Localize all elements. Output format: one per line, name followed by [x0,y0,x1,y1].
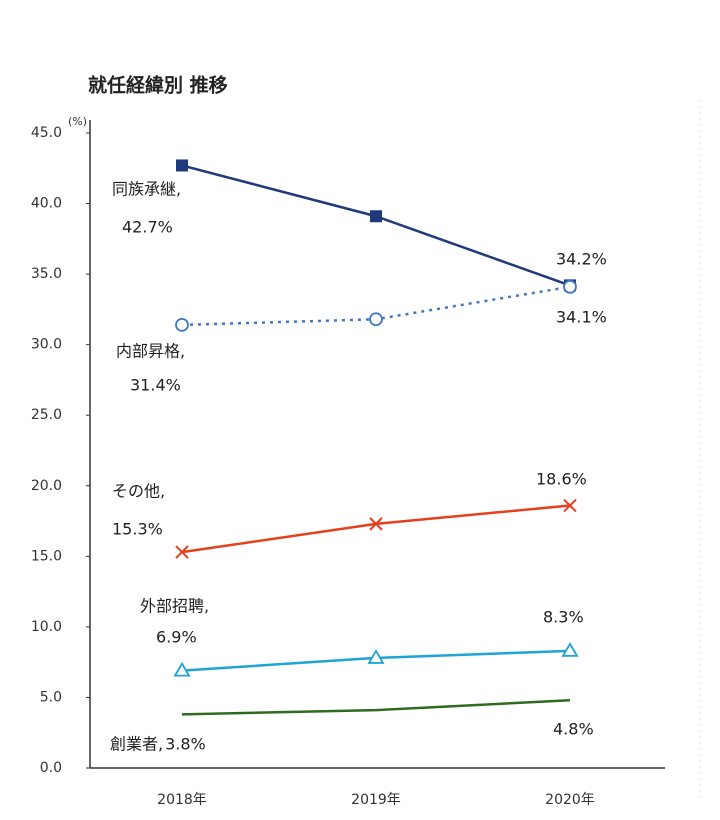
marker [176,159,188,172]
series-line [181,504,571,554]
marker [175,318,189,332]
series-label: その他, [112,482,165,501]
marker [175,545,189,559]
chart-title: 就任経緯別 推移 [88,74,228,97]
y-tick-label: 25.0 [31,407,62,423]
value-label: 31.4% [130,376,181,395]
y-tick-label: 15.0 [31,548,62,564]
value-label: 3.8% [165,735,206,754]
x-tick-label: 2020年 [545,792,595,808]
y-tick-label: 45.0 [31,125,62,141]
y-tick-label: 40.0 [31,196,62,212]
series-label: 内部昇格, [116,342,185,361]
marker [369,312,383,327]
x-tick-label: 2018年 [157,792,207,808]
marker [561,642,579,657]
series-line [181,699,571,716]
marker [370,210,382,223]
y-tick-label: 5.0 [40,689,62,705]
marker [173,661,191,677]
marker [563,498,577,513]
series-label: 同族承継, [112,180,181,199]
marker [369,517,383,531]
series-label: 創業者, [110,735,163,754]
value-label: 42.7% [122,218,173,237]
marker [563,279,577,294]
marker [367,649,385,664]
value-label: 8.3% [543,608,584,627]
value-label: 4.8% [553,720,594,739]
y-tick-label: 0.0 [40,760,62,776]
value-label: 15.3% [112,520,163,539]
value-label: 34.1% [556,308,607,327]
x-tick-label: 2019年 [351,792,401,808]
series-line [181,164,571,287]
y-tick-label: 30.0 [31,337,62,353]
y-tick-label: 10.0 [31,619,62,635]
y-tick-label: 20.0 [31,478,62,494]
value-label: 34.2% [556,250,607,269]
y-tick-label: 35.0 [31,266,62,282]
value-label: 18.6% [536,470,587,489]
value-label: 6.9% [156,628,197,647]
y-unit: (%) [68,115,87,128]
series-label: 外部招聘, [140,597,209,616]
